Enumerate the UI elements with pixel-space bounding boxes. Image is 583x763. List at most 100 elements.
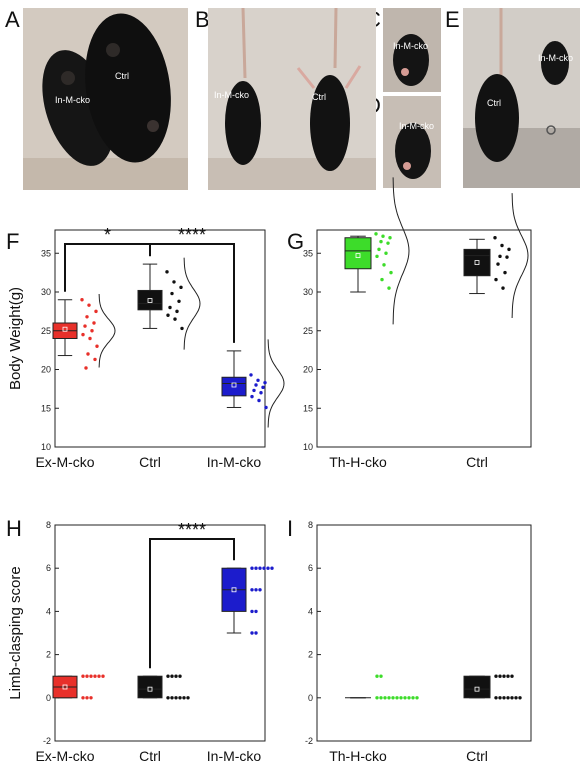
x-category-label-g-1: Ctrl	[466, 454, 488, 470]
significance-label-f-0: *	[104, 225, 111, 245]
x-category-label-f-0: Ex-M-cko	[35, 454, 94, 470]
y-tick-label-i-1: 0	[308, 693, 313, 703]
data-point-f-2-8	[257, 398, 261, 403]
data-point-h-2-4	[266, 566, 270, 570]
data-point-h-2-2	[258, 566, 262, 570]
y-tick-label-i-2: 2	[308, 650, 313, 660]
y-tick-label-h-4: 6	[46, 563, 51, 573]
significance-bracket-h-0	[149, 538, 235, 669]
significance-label-h-0: ****	[178, 520, 206, 540]
y-tick-label-f-4: 30	[41, 287, 51, 297]
data-point-i-1-8	[506, 696, 510, 700]
data-point-f-0-4	[92, 321, 96, 325]
data-point-g-1-2	[507, 247, 511, 252]
data-point-i-1-2	[502, 674, 506, 678]
x-category-label-h-1: Ctrl	[139, 748, 161, 763]
data-point-h-2-8	[258, 588, 262, 592]
data-point-f-1-2	[179, 285, 183, 290]
data-point-h-2-10	[254, 609, 258, 614]
data-point-f-1-8	[173, 317, 177, 321]
data-point-g-0-2	[388, 236, 392, 240]
x-category-label-g-0: Th-H-cko	[329, 454, 387, 470]
data-point-g-0-3	[379, 239, 383, 244]
data-point-i-0-12	[415, 696, 419, 700]
mean-marker-i-0	[355, 692, 361, 697]
mean-marker-g-1	[474, 260, 480, 265]
significance-bracket-f-1	[149, 243, 235, 343]
y-tick-label-g-2: 20	[303, 365, 313, 375]
photo-label-e-1: Ctrl	[487, 98, 501, 108]
data-point-f-0-7	[81, 332, 85, 337]
data-point-f-1-4	[177, 299, 181, 303]
data-point-f-2-2	[263, 380, 267, 385]
chart-frame-g	[316, 229, 532, 448]
data-point-f-1-3	[170, 291, 174, 296]
data-point-i-0-7	[395, 696, 399, 700]
density-curve-g-0	[392, 177, 410, 325]
data-point-i-0-9	[403, 696, 407, 700]
mean-marker-i-1	[474, 686, 480, 692]
data-point-h-2-5	[270, 566, 274, 570]
data-point-g-0-10	[380, 277, 384, 282]
x-category-label-f-1: Ctrl	[139, 454, 161, 470]
photo-label-a-2: Ctrl	[115, 71, 129, 81]
data-point-g-1-0	[493, 236, 497, 240]
significance-label-f-1: ****	[178, 225, 206, 245]
y-tick-label-h-5: 8	[46, 520, 51, 530]
box-g-1	[463, 248, 491, 277]
data-point-g-0-7	[375, 254, 379, 259]
data-point-i-0-1	[379, 674, 383, 678]
mean-marker-h-2	[231, 587, 237, 593]
mouse-photo-c	[383, 8, 441, 92]
y-tick-label-g-5: 35	[303, 248, 313, 258]
data-point-f-1-1	[172, 280, 176, 284]
data-point-f-2-9	[264, 405, 268, 410]
data-point-h-0-0	[81, 674, 85, 678]
box-f-2	[221, 376, 247, 397]
y-tick-label-g-4: 30	[303, 287, 313, 297]
data-point-f-0-12	[84, 366, 88, 370]
panel-letter-e: E	[445, 7, 460, 32]
data-point-f-0-5	[83, 324, 87, 328]
data-point-f-1-6	[175, 309, 179, 314]
data-point-g-1-6	[503, 270, 507, 275]
data-point-f-2-7	[250, 394, 254, 399]
mean-marker-h-0	[62, 684, 68, 690]
data-point-i-0-8	[399, 696, 403, 700]
data-point-i-1-3	[506, 674, 510, 678]
data-point-h-0-3	[93, 674, 97, 678]
data-point-f-0-0	[80, 298, 84, 302]
data-point-f-1-0	[165, 270, 169, 274]
photo-panel-a: In-M-cko Ctrl	[23, 8, 188, 190]
photo-panel-d: In-M-cko	[383, 96, 441, 188]
data-point-f-1-9	[180, 326, 184, 331]
mice-photo-e	[463, 8, 580, 188]
data-point-h-1-3	[178, 674, 182, 678]
x-category-label-i-1: Ctrl	[466, 748, 488, 763]
data-point-f-2-1	[256, 378, 260, 383]
mean-marker-g-0	[355, 253, 361, 258]
density-curve-f-2	[267, 339, 285, 428]
data-point-i-1-7	[502, 696, 506, 700]
chart-frame-h	[54, 524, 266, 742]
data-point-i-1-1	[498, 674, 502, 678]
mice-photo-a	[23, 8, 188, 190]
data-point-f-0-10	[86, 352, 90, 356]
data-point-h-1-4	[166, 696, 170, 700]
data-point-g-1-7	[494, 277, 498, 282]
data-point-f-2-0	[249, 373, 253, 377]
photo-label-e-2: In-M-cko	[538, 53, 574, 63]
y-tick-label-f-5: 35	[41, 248, 51, 258]
y-tick-label-f-2: 20	[41, 365, 51, 375]
data-point-h-1-9	[186, 696, 190, 700]
data-point-h-1-7	[178, 696, 182, 700]
data-point-f-0-2	[94, 309, 98, 314]
data-point-h-2-3	[262, 566, 266, 570]
photo-label-a-1: In-M-cko	[55, 95, 91, 105]
data-point-g-0-1	[381, 234, 385, 238]
chart-frame-i	[316, 524, 532, 742]
data-point-g-1-3	[498, 254, 502, 259]
data-point-g-1-5	[496, 262, 500, 266]
data-point-f-2-5	[252, 388, 256, 393]
